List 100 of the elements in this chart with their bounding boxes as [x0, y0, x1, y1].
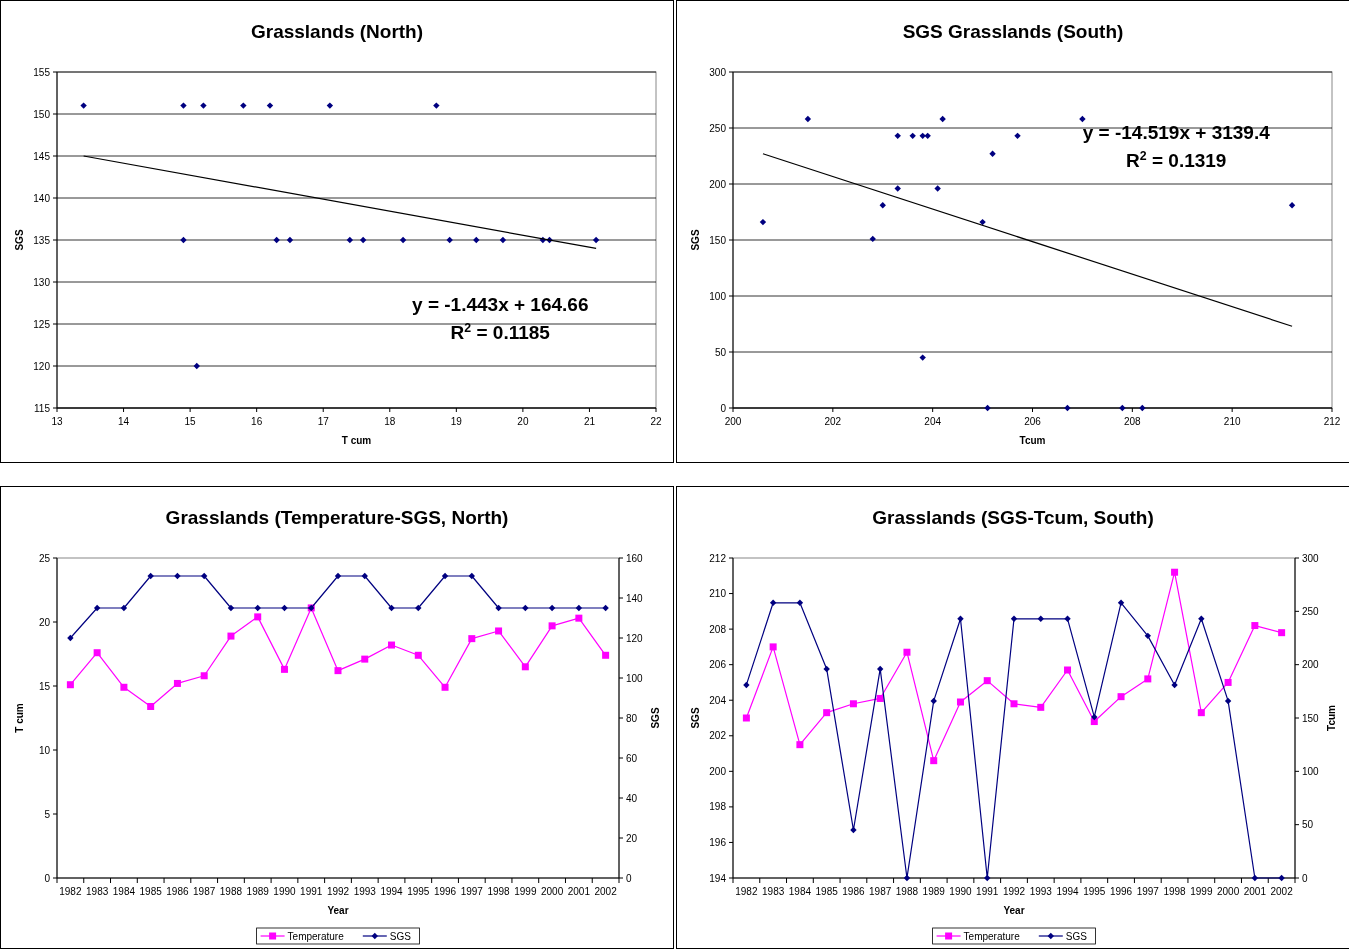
point [575, 614, 583, 622]
point [769, 643, 777, 651]
x-tick-label: 206 [1024, 416, 1042, 427]
x-tick-label: 2002 [1270, 886, 1294, 897]
point [326, 102, 334, 109]
y2-tick-label: 200 [1302, 659, 1320, 671]
point [742, 714, 750, 722]
point [1224, 697, 1232, 705]
point [254, 604, 261, 612]
y2-tick-label: 60 [626, 752, 638, 764]
point [1251, 622, 1259, 630]
x-tick-label: 1984 [788, 886, 812, 897]
y-tick-label: 210 [709, 588, 727, 600]
y2-axis-title: Tcum [1326, 704, 1337, 731]
point [796, 741, 804, 749]
x-tick-label: 1986 [166, 886, 189, 897]
y-tick-label: 194 [709, 872, 727, 884]
point [1197, 709, 1205, 717]
point [823, 709, 831, 717]
x-tick-label: 1985 [139, 886, 163, 897]
x-tick-label: 2002 [594, 886, 618, 897]
point [67, 634, 74, 642]
x-tick-label: 1983 [762, 886, 785, 897]
x-axis-title: Year [327, 905, 349, 916]
point [1288, 202, 1296, 209]
x-tick-label: 210 [1223, 416, 1241, 427]
y-tick-label: 204 [709, 694, 727, 706]
point [602, 651, 610, 659]
point [1117, 599, 1125, 606]
x-tick-label: 1987 [193, 886, 216, 897]
point [1037, 615, 1044, 622]
x-tick-label: 1990 [949, 886, 973, 897]
x-tick-label: 1982 [59, 886, 82, 897]
x-tick-label: 1986 [842, 886, 865, 897]
y-axis-title: T cum [14, 703, 25, 733]
point [939, 115, 946, 123]
point [983, 677, 991, 685]
y-tick-label: 50 [714, 346, 727, 358]
point [1119, 404, 1126, 412]
point [200, 572, 208, 580]
point [495, 627, 503, 635]
point [200, 672, 208, 680]
x-tick-label: 1996 [433, 886, 457, 897]
x-tick-label: 1998 [487, 886, 511, 897]
point [796, 599, 804, 606]
y-tick-label: 196 [709, 836, 727, 848]
y2-tick-label: 50 [1302, 819, 1314, 831]
point [273, 236, 280, 244]
y-tick-label: 100 [709, 290, 727, 302]
y-tick-label: 125 [33, 318, 51, 330]
legend-label: Temperature [963, 931, 1021, 942]
chart-title: SGS Grasslands (South) [902, 21, 1124, 42]
point [869, 235, 876, 243]
point [1144, 675, 1152, 683]
point [80, 102, 87, 109]
y2-tick-label: 140 [626, 592, 644, 604]
x-tick-label: 1995 [407, 886, 430, 897]
point [433, 102, 440, 109]
x-tick-label: 1983 [86, 886, 109, 897]
point [548, 622, 556, 630]
y2-tick-label: 250 [1302, 605, 1320, 617]
x-tick-label: 16 [251, 416, 263, 427]
x-tick-label: 1993 [353, 886, 377, 897]
point [1010, 700, 1018, 708]
point [850, 826, 857, 834]
point [468, 572, 476, 580]
point [120, 683, 128, 691]
y2-tick-label: 100 [626, 672, 644, 684]
point [823, 665, 830, 673]
point [1144, 632, 1152, 640]
chart-title: Grasslands (SGS-Tcum, South) [872, 507, 1154, 528]
y2-tick-label: 300 [1302, 552, 1320, 564]
point [876, 665, 884, 673]
y2-tick-label: 0 [1302, 872, 1308, 884]
y2-tick-label: 40 [626, 792, 638, 804]
point [415, 604, 422, 612]
point [956, 698, 964, 706]
y-tick-label: 155 [33, 66, 51, 78]
x-tick-label: 19 [450, 416, 463, 427]
point [280, 665, 288, 673]
point [174, 572, 181, 580]
y2-tick-label: 20 [626, 832, 638, 844]
x-tick-label: 2001 [567, 886, 591, 897]
y-tick-label: 15 [38, 680, 51, 692]
y-tick-label: 135 [33, 234, 51, 246]
x-tick-label: 1999 [514, 886, 537, 897]
y-tick-label: 206 [709, 659, 727, 671]
point [446, 236, 453, 244]
chart-title: Grasslands (Temperature-SGS, North) [165, 507, 509, 528]
x-tick-label: 208 [1123, 416, 1142, 427]
y-tick-label: 198 [709, 801, 727, 813]
point [592, 236, 600, 244]
x-tick-label: 1988 [895, 886, 919, 897]
point [522, 604, 529, 612]
x-tick-label: 212 [1323, 416, 1341, 427]
x-tick-label: 15 [184, 416, 197, 427]
x-tick-label: 22 [650, 416, 662, 427]
point [984, 404, 991, 412]
x-tick-label: 1990 [273, 886, 297, 897]
point [359, 236, 367, 244]
